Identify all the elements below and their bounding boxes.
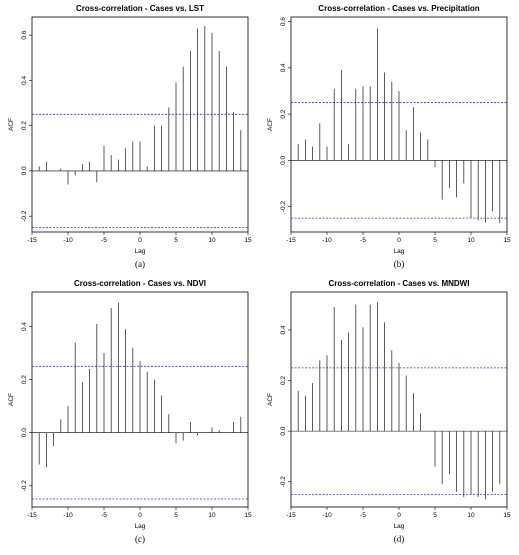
y-axis-label: ACF bbox=[267, 393, 274, 406]
x-tick-label: 5 bbox=[433, 237, 437, 244]
x-tick-label: 15 bbox=[503, 237, 511, 244]
y-tick-label: 0.4 bbox=[21, 75, 28, 84]
y-axis-label: ACF bbox=[8, 118, 15, 131]
panel-a: Cross-correlation - Cases vs. LST -15 -10 -… bbox=[0, 0, 259, 280]
x-tick-label: 10 bbox=[208, 237, 216, 244]
y-tick-label: -0.2 bbox=[280, 476, 287, 488]
chart-title: Cross-correlation - Cases vs. NDVI bbox=[74, 279, 206, 288]
x-tick-label: 10 bbox=[467, 512, 475, 519]
chart-svg: Cross-correlation - Cases vs. LST -15 -10 -… bbox=[8, 4, 252, 269]
x-tick-label: 15 bbox=[503, 512, 511, 519]
y-tick-label: 0.6 bbox=[280, 17, 287, 26]
x-tick-label: -5 bbox=[360, 512, 366, 519]
x-tick-label: 10 bbox=[208, 512, 216, 519]
x-tick-label: 0 bbox=[138, 512, 142, 519]
y-tick-label: -0.2 bbox=[280, 201, 287, 213]
x-tick-label: -10 bbox=[322, 512, 332, 519]
x-axis-label: Lag bbox=[135, 248, 146, 255]
x-axis-label: Lag bbox=[394, 248, 405, 255]
y-axis-label: ACF bbox=[267, 118, 274, 131]
x-tick-label: 0 bbox=[138, 237, 142, 244]
y-tick-label: 0.0 bbox=[280, 155, 287, 164]
chart-svg: Cross-correlation - Cases vs. MNDWI -15 -1… bbox=[267, 279, 511, 544]
y-tick-label: 0.2 bbox=[280, 376, 287, 385]
panel-c: Cross-correlation - Cases vs. NDVI -15 -10… bbox=[0, 275, 259, 555]
panel-caption: (c) bbox=[135, 534, 145, 544]
panel-caption: (a) bbox=[135, 259, 145, 269]
chart-title: Cross-correlation - Cases vs. MNDWI bbox=[329, 279, 470, 288]
y-tick-label: -0.2 bbox=[21, 210, 28, 222]
y-tick-label: 0.0 bbox=[21, 428, 28, 437]
x-tick-label: 0 bbox=[397, 237, 401, 244]
plot-frame bbox=[31, 16, 249, 233]
x-tick-label: 10 bbox=[467, 237, 475, 244]
x-tick-label: 0 bbox=[397, 512, 401, 519]
panel-caption: (d) bbox=[394, 534, 405, 544]
x-axis-label: Lag bbox=[394, 523, 405, 530]
x-tick-label: -5 bbox=[101, 237, 107, 244]
x-axis-label: Lag bbox=[135, 523, 146, 530]
panel-b: Cross-correlation - Cases vs. Precipitat… bbox=[259, 0, 518, 280]
y-tick-label: 0.2 bbox=[21, 375, 28, 384]
x-tick-label: 5 bbox=[433, 512, 437, 519]
panel-caption: (b) bbox=[394, 259, 405, 269]
y-tick-label: 0.0 bbox=[280, 426, 287, 435]
y-tick-label: -0.2 bbox=[21, 480, 28, 492]
x-tick-label: 15 bbox=[244, 237, 252, 244]
y-tick-label: 0.4 bbox=[21, 322, 28, 331]
y-tick-label: 0.4 bbox=[280, 63, 287, 72]
x-tick-label: -5 bbox=[101, 512, 107, 519]
x-tick-label: 15 bbox=[244, 512, 252, 519]
x-tick-label: 5 bbox=[174, 512, 178, 519]
chart-title: Cross-correlation - Cases vs. Precipitat… bbox=[318, 4, 480, 13]
x-tick-label: 5 bbox=[174, 237, 178, 244]
x-tick-label: -15 bbox=[27, 512, 37, 519]
panel-d: Cross-correlation - Cases vs. MNDWI -15 -1… bbox=[259, 275, 518, 555]
y-tick-label: 0.0 bbox=[21, 166, 28, 175]
chart-title: Cross-correlation - Cases vs. LST bbox=[76, 4, 204, 13]
chart-svg: Cross-correlation - Cases vs. NDVI -15 -10… bbox=[8, 279, 252, 544]
y-tick-label: 0.2 bbox=[21, 121, 28, 130]
y-axis-label: ACF bbox=[8, 393, 15, 406]
x-tick-label: -10 bbox=[322, 237, 332, 244]
x-tick-label: -10 bbox=[63, 237, 73, 244]
x-tick-label: -15 bbox=[27, 237, 37, 244]
x-tick-label: -10 bbox=[63, 512, 73, 519]
x-tick-label: -5 bbox=[360, 237, 366, 244]
y-tick-label: 0.6 bbox=[21, 30, 28, 39]
chart-svg: Cross-correlation - Cases vs. Precipitat… bbox=[267, 4, 511, 269]
y-tick-label: 0.2 bbox=[280, 109, 287, 118]
y-tick-label: 0.4 bbox=[280, 325, 287, 334]
x-tick-label: -15 bbox=[286, 237, 296, 244]
x-tick-label: -15 bbox=[286, 512, 296, 519]
